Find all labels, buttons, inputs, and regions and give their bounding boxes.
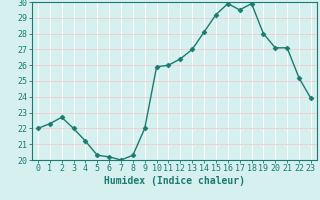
X-axis label: Humidex (Indice chaleur): Humidex (Indice chaleur) bbox=[104, 176, 245, 186]
